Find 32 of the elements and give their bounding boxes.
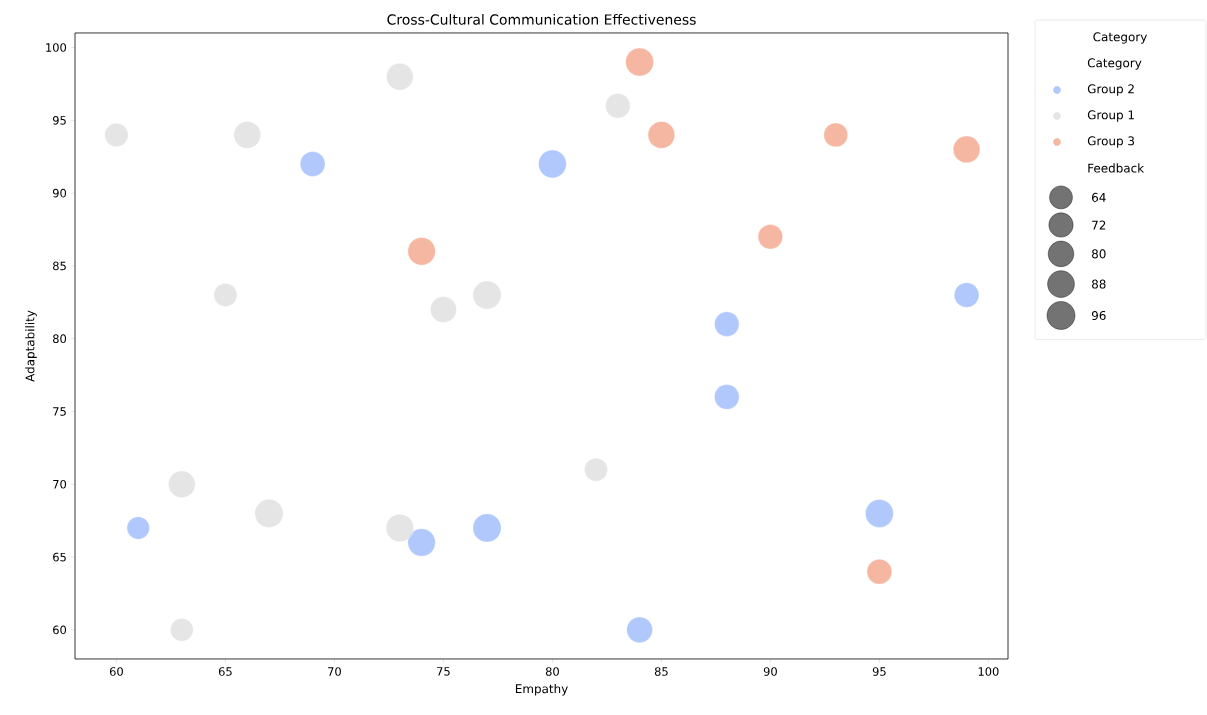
- x-tick-label: 90: [763, 667, 777, 676]
- text: Category: [1087, 58, 1142, 70]
- legend-label: 88: [1092, 279, 1106, 289]
- y-tick-label: 90: [52, 188, 67, 198]
- y-tick-label: 95: [52, 116, 66, 125]
- legend-label: Group 1: [1087, 110, 1134, 122]
- x-axis-title: Empathy: [515, 684, 568, 696]
- x-tick-label: 65: [218, 667, 232, 676]
- x-tick-label: 70: [328, 667, 341, 676]
- y-tick-label: 70: [53, 479, 67, 489]
- y-tick-label: 85: [53, 261, 66, 271]
- x-tick-label: 85: [654, 667, 668, 676]
- y-tick-label: 80: [53, 334, 67, 344]
- legend-title: Category: [1093, 32, 1147, 44]
- legend-label: 80: [1092, 249, 1106, 259]
- y-tick-label: 60: [53, 625, 67, 635]
- legend-label: Group 2: [1087, 84, 1134, 96]
- y-tick-label: 65: [53, 552, 66, 562]
- x-tick-label: 80: [545, 667, 559, 676]
- legend-label: 96: [1091, 310, 1106, 321]
- x-tick-label: 95: [872, 667, 886, 676]
- x-tick-label: 75: [437, 667, 450, 676]
- legend-label: 64: [1092, 192, 1106, 202]
- legend-label: Group 3: [1087, 136, 1135, 148]
- x-tick-label: 100: [978, 667, 999, 676]
- x-tick-label: 60: [109, 667, 123, 676]
- y-tick-label: 75: [53, 407, 66, 416]
- y-axis-title: Adaptability: [25, 310, 37, 382]
- legend-label: 72: [1092, 220, 1106, 230]
- y-tick-label: 100: [46, 43, 67, 52]
- chart-title: Cross-Cultural Communication Effectiveness: [387, 14, 696, 25]
- text: Feedback: [1088, 163, 1145, 173]
